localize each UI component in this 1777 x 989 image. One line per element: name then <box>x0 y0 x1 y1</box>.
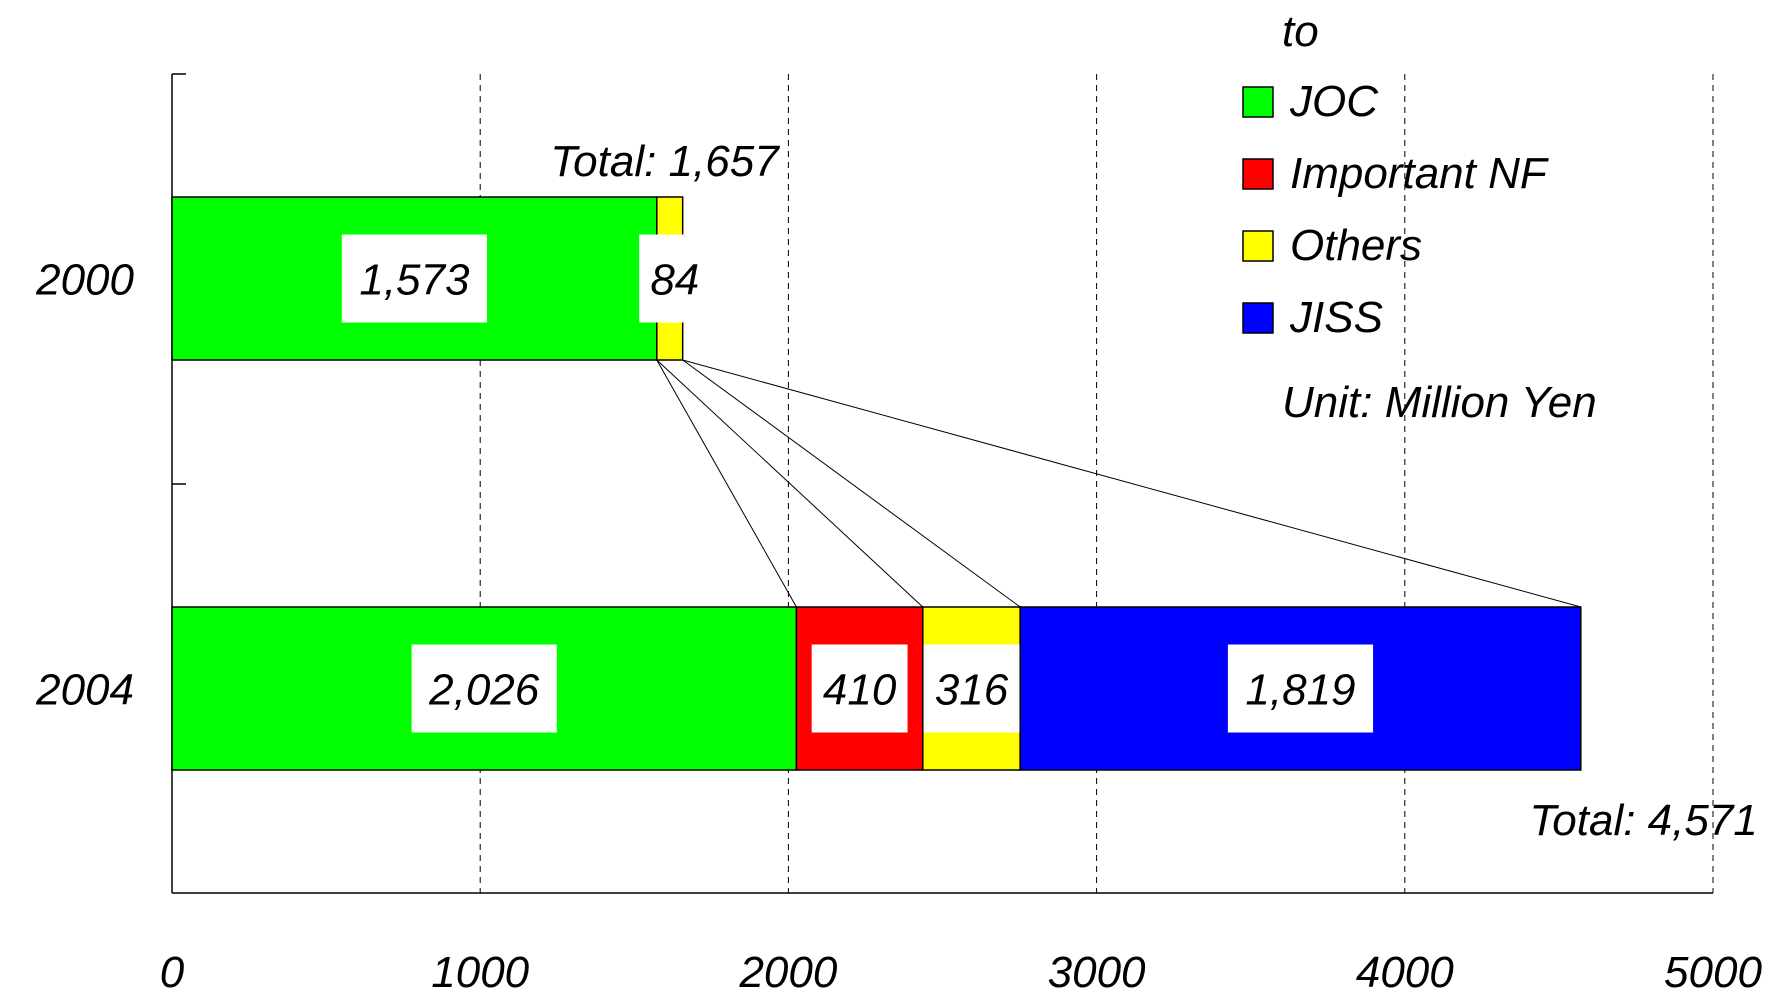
svg-text:1,573: 1,573 <box>359 256 470 305</box>
connector-line <box>656 359 797 608</box>
x-tick-label: 3000 <box>1048 948 1146 989</box>
axes: 0 1000 2000 3000 4000 5000 2000 2004 <box>35 73 1762 989</box>
legend-item: Others <box>1242 221 1422 270</box>
legend-swatch <box>1242 302 1274 334</box>
legend-label: Others <box>1290 221 1422 270</box>
data-label: 316 <box>923 644 1020 733</box>
category-label: 2000 <box>35 256 134 305</box>
x-tick-label: 4000 <box>1356 948 1454 989</box>
legend-label: Important NF <box>1290 149 1549 198</box>
x-tick-label: 0 <box>160 948 185 989</box>
data-label: 410 <box>811 644 908 733</box>
legend-item: Important NF <box>1242 149 1549 198</box>
data-label: 2,026 <box>411 644 557 733</box>
x-tick-label: 5000 <box>1664 948 1762 989</box>
x-tick-label: 1000 <box>431 948 529 989</box>
svg-text:1,819: 1,819 <box>1245 666 1355 715</box>
legend-title: to <box>1282 7 1319 56</box>
legend-swatch <box>1242 86 1274 118</box>
data-label: 84 <box>639 234 711 323</box>
value-labels: 1,573 84 2,026 410 316 1,819 Total: 1,657 Total… <box>341 137 1758 845</box>
connector-line <box>682 359 1581 608</box>
legend-swatch <box>1242 230 1274 262</box>
category-label: 2004 <box>35 666 134 715</box>
connector-line <box>682 359 1021 608</box>
svg-text:410: 410 <box>823 666 897 715</box>
legend-item: JISS <box>1242 293 1383 342</box>
data-label: 1,819 <box>1227 644 1374 733</box>
svg-text:84: 84 <box>650 256 699 305</box>
connector-lines <box>656 359 1581 608</box>
legend: JOC Important NF Others JISS <box>1242 77 1549 342</box>
svg-text:2,026: 2,026 <box>428 666 540 715</box>
connector-line <box>656 359 924 608</box>
unit-label: Unit: Million Yen <box>1282 378 1597 427</box>
x-tick-label: 2000 <box>738 948 837 989</box>
svg-text:316: 316 <box>935 666 1009 715</box>
legend-label: JISS <box>1289 293 1383 342</box>
legend-label: JOC <box>1289 77 1379 126</box>
data-label: 1,573 <box>341 234 487 323</box>
legend-swatch <box>1242 158 1274 190</box>
total-label: Total: 4,571 <box>1529 796 1757 845</box>
legend-item: JOC <box>1242 77 1379 126</box>
total-label: Total: 1,657 <box>550 137 780 186</box>
